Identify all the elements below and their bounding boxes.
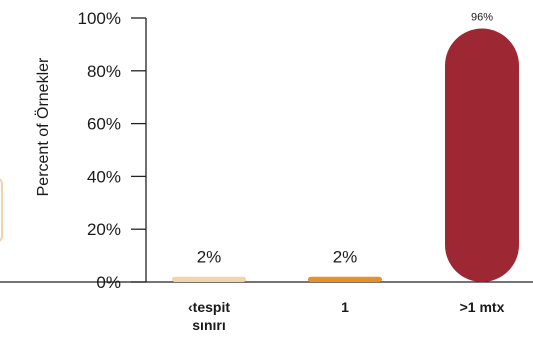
y-ticks: 0% 20% 40% 60% 80% 100% <box>78 9 146 292</box>
x-tick-label: sınırı <box>192 317 225 333</box>
bar <box>445 28 519 283</box>
y-tick-label: 80% <box>87 62 121 81</box>
bars <box>172 28 519 283</box>
x-tick-label: ‹tespit <box>188 299 230 315</box>
data-label: 2% <box>333 248 358 267</box>
bar <box>172 276 246 282</box>
data-labels: 2% 2% 96% <box>197 12 494 267</box>
x-tick-label: 1 <box>341 299 349 315</box>
bar <box>308 276 382 282</box>
data-label: 96% <box>471 12 493 24</box>
y-tick-label: 0% <box>96 273 121 292</box>
data-label: 2% <box>197 248 222 267</box>
y-tick-label: 20% <box>87 220 121 239</box>
x-tick-label: >1 mtx <box>460 299 505 315</box>
x-tick-labels: ‹tespit sınırı 1 >1 mtx <box>188 299 505 333</box>
y-tick-label: 100% <box>78 9 121 28</box>
y-axis-title: Percent of Örnekler <box>34 57 52 196</box>
cropped-left-shape <box>0 178 3 242</box>
y-tick-label: 60% <box>87 115 121 134</box>
y-tick-label: 40% <box>87 167 121 186</box>
